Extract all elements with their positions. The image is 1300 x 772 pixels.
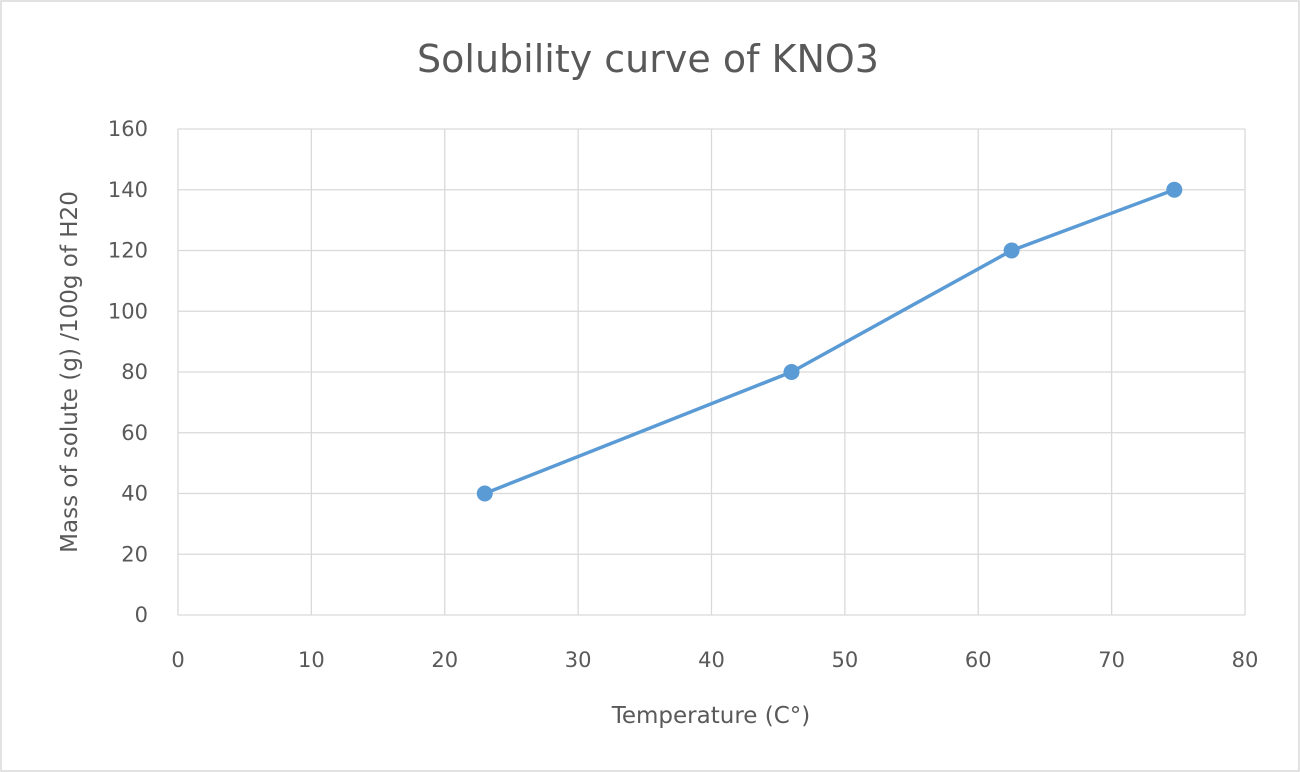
- y-tick-label: 140: [108, 178, 148, 202]
- y-tick-label: 20: [121, 542, 148, 566]
- tick-labels: 0 20 40 60 80 100 120 140 160 0 10 20 30 40 50 60 70 80: [108, 117, 1258, 672]
- x-tick-label: 20: [431, 648, 458, 672]
- x-tick-label: 60: [965, 648, 992, 672]
- x-axis-title: Temperature (C°): [611, 703, 811, 729]
- x-tick-label: 70: [1098, 648, 1125, 672]
- x-tick-label: 30: [565, 648, 592, 672]
- gridlines: [177, 128, 1246, 616]
- x-tick-label: 40: [698, 648, 725, 672]
- y-tick-label: 40: [121, 482, 148, 506]
- data-point: [1003, 242, 1020, 259]
- y-tick-label: 60: [121, 421, 148, 445]
- y-tick-label: 120: [108, 239, 148, 263]
- chart-title: Solubility curve of KNO3: [417, 37, 879, 81]
- series-kno3: [476, 181, 1183, 502]
- x-tick-label: 80: [1232, 648, 1259, 672]
- y-tick-label: 160: [108, 117, 148, 141]
- y-axis-title: Mass of solute (g) /100g of H20: [57, 191, 83, 553]
- data-point: [476, 485, 493, 502]
- y-tick-label: 0: [135, 603, 148, 627]
- y-tick-label: 80: [121, 360, 148, 384]
- series-line: [484, 188, 1175, 496]
- y-tick-label: 100: [108, 299, 148, 323]
- data-point: [783, 364, 800, 380]
- x-tick-label: 10: [298, 648, 325, 672]
- x-tick-label: 0: [171, 648, 184, 672]
- x-tick-label: 50: [832, 648, 859, 672]
- data-point: [1166, 181, 1183, 198]
